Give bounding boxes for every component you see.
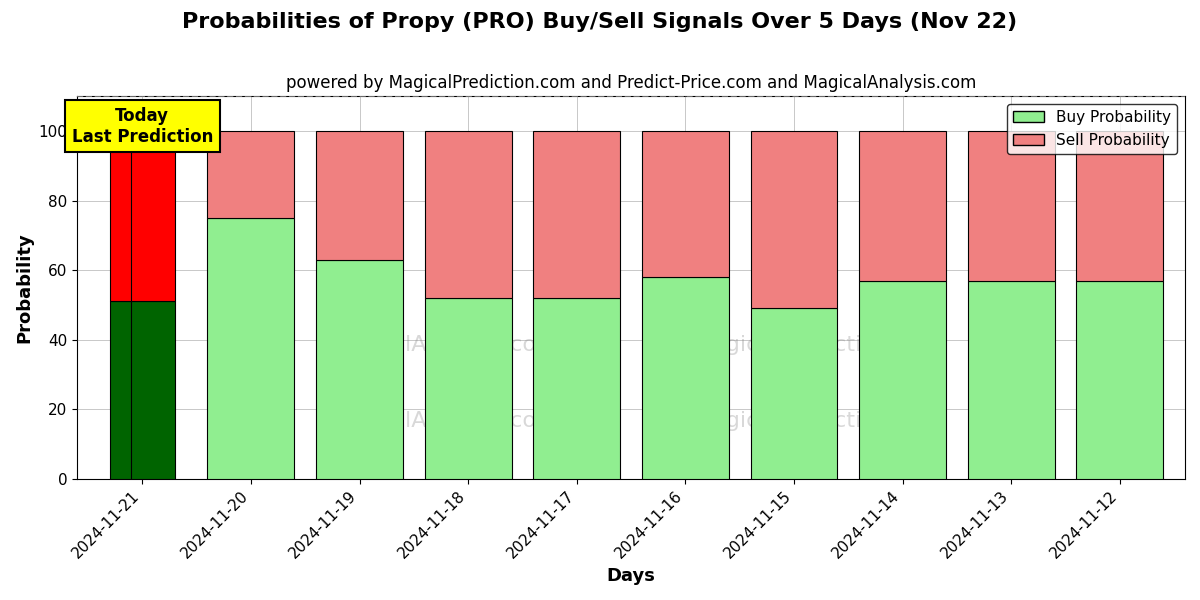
Bar <box>642 277 728 479</box>
Bar <box>859 131 946 281</box>
Bar <box>533 298 620 479</box>
Text: Probabilities of Propy (PRO) Buy/Sell Signals Over 5 Days (Nov 22): Probabilities of Propy (PRO) Buy/Sell Si… <box>182 12 1018 32</box>
Bar <box>208 131 294 218</box>
Bar <box>967 281 1055 479</box>
Legend: Buy Probability, Sell Probability: Buy Probability, Sell Probability <box>1007 104 1177 154</box>
Bar <box>132 301 175 479</box>
Text: MagicalPrediction.com: MagicalPrediction.com <box>694 412 944 431</box>
Bar <box>1076 131 1163 281</box>
Bar <box>750 308 838 479</box>
Bar <box>316 131 403 260</box>
Bar <box>132 131 175 301</box>
Title: powered by MagicalPrediction.com and Predict-Price.com and MagicalAnalysis.com: powered by MagicalPrediction.com and Pre… <box>286 74 977 92</box>
Bar <box>967 131 1055 281</box>
Text: MagicalAnalysis.com: MagicalAnalysis.com <box>326 335 558 355</box>
Bar <box>750 131 838 308</box>
Bar <box>425 298 511 479</box>
Text: MagicalPrediction.com: MagicalPrediction.com <box>694 335 944 355</box>
Bar <box>425 131 511 298</box>
Bar <box>533 131 620 298</box>
X-axis label: Days: Days <box>607 567 655 585</box>
Bar <box>109 131 154 301</box>
Text: MagicalAnalysis.com: MagicalAnalysis.com <box>326 412 558 431</box>
Bar <box>109 301 154 479</box>
Bar <box>1076 281 1163 479</box>
Bar <box>316 260 403 479</box>
Text: Today
Last Prediction: Today Last Prediction <box>72 107 214 146</box>
Y-axis label: Probability: Probability <box>14 232 32 343</box>
Bar <box>859 281 946 479</box>
Bar <box>642 131 728 277</box>
Bar <box>208 218 294 479</box>
